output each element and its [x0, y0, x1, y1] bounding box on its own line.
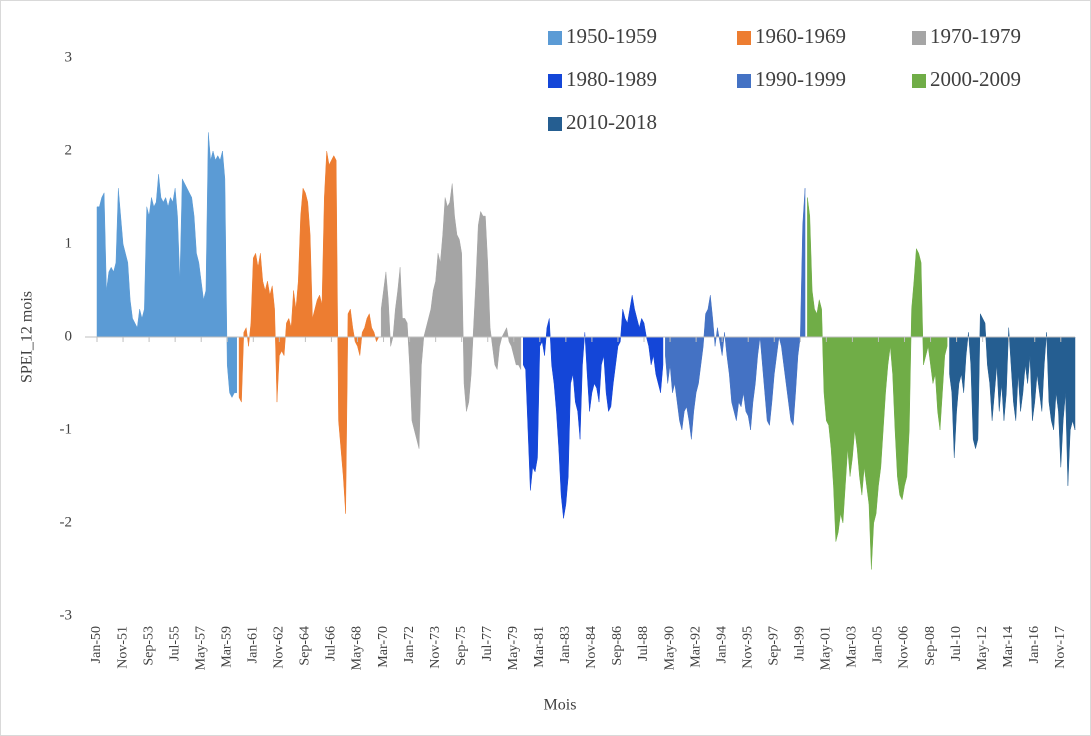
y-tick-label: 3: [65, 49, 73, 65]
x-tick-label: May-68: [350, 626, 365, 670]
x-tick-label: Jul-55: [167, 626, 182, 661]
legend-label: 1960-1969: [755, 24, 846, 48]
x-tick-label: Mar-14: [1001, 626, 1016, 668]
y-tick-label: 0: [65, 328, 73, 344]
x-tick-label: Sep-64: [298, 626, 313, 666]
x-tick-label: Jan-83: [558, 626, 573, 663]
legend-label: 1980-1989: [566, 67, 657, 91]
y-tick-label: 1: [65, 235, 73, 251]
x-tick-label: Jan-16: [1027, 626, 1042, 663]
x-tick-label: Jan-50: [89, 626, 104, 663]
legend-label: 1990-1999: [755, 67, 846, 91]
legend-label: 2010-2018: [566, 110, 657, 134]
x-tick-label: Nov-73: [428, 626, 443, 669]
legend-label: 2000-2009: [930, 67, 1021, 91]
area: [807, 197, 948, 570]
x-tick-label: Nov-17: [1053, 626, 1068, 669]
legend-swatch: [548, 31, 562, 45]
x-tick-label: Sep-97: [766, 626, 781, 666]
x-tick-label: Sep-53: [141, 626, 156, 666]
y-tick-label: -1: [60, 421, 73, 437]
area: [522, 295, 664, 519]
x-tick-label: Sep-75: [454, 626, 469, 666]
x-tick-label: Mar-92: [688, 626, 703, 668]
legend-swatch: [912, 31, 926, 45]
x-tick-label: Nov-84: [584, 626, 599, 669]
x-tick-label: Mar-70: [376, 626, 391, 668]
x-tick-label: May-79: [506, 626, 521, 670]
x-tick-label: Jan-61: [246, 626, 261, 663]
y-tick-label: -3: [60, 607, 73, 623]
y-axis-title: SPEI_12 mois: [19, 291, 36, 383]
x-tick-label: May-01: [819, 626, 834, 670]
x-tick-label: Jul-10: [949, 626, 964, 661]
x-tick-label: Mar-59: [219, 626, 234, 668]
x-tick-label: Nov-51: [115, 626, 130, 669]
y-tick-label: 2: [65, 142, 73, 158]
area: [380, 183, 522, 449]
x-tick-label: May-57: [193, 626, 208, 670]
x-tick-label: Jul-88: [636, 626, 651, 661]
x-tick-label: Mar-81: [532, 626, 547, 668]
x-tick-label: Jan-05: [871, 626, 886, 663]
x-tick-label: Jul-66: [324, 626, 339, 661]
area: [665, 188, 806, 440]
x-tick-label: Jan-72: [402, 626, 417, 663]
legend-label: 1970-1979: [930, 24, 1021, 48]
x-tick-label: Mar-03: [845, 626, 860, 668]
x-tick-label: Sep-86: [610, 626, 625, 666]
x-tick-label: May-90: [662, 626, 677, 670]
area: [238, 150, 380, 514]
x-tick-label: Jan-94: [714, 626, 729, 663]
legend-label: 1950-1959: [566, 24, 657, 48]
area: [96, 132, 237, 399]
x-tick-label: Jul-99: [793, 626, 808, 661]
x-tick-label: Nov-95: [740, 626, 755, 669]
area: [949, 313, 1076, 486]
x-tick-label: May-12: [975, 626, 990, 670]
legend-swatch: [548, 74, 562, 88]
legend-swatch: [548, 117, 562, 131]
x-tick-label: Sep-08: [923, 626, 938, 666]
y-tick-label: -2: [60, 514, 73, 530]
x-axis-title: Mois: [544, 697, 577, 714]
legend-swatch: [912, 74, 926, 88]
legend-swatch: [737, 74, 751, 88]
legend-swatch: [737, 31, 751, 45]
x-tick-label: Nov-06: [897, 626, 912, 669]
x-tick-label: Jul-77: [480, 626, 495, 661]
x-tick-label: Nov-62: [272, 626, 287, 669]
